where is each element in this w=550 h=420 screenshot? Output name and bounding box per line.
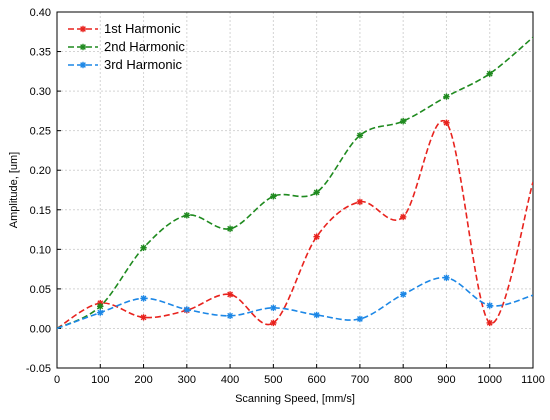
legend-marker [79, 61, 87, 69]
grid [56, 11, 534, 369]
data-point [486, 70, 493, 77]
data-point [140, 314, 147, 321]
data-point [313, 233, 320, 240]
data-point [97, 303, 104, 310]
x-tick-label: 700 [351, 374, 369, 386]
series-1 [57, 119, 533, 330]
data-point [140, 295, 147, 302]
data-point [226, 225, 234, 232]
legend-item: 2nd Harmonic [68, 39, 185, 54]
legend-label: 2nd Harmonic [104, 39, 185, 54]
data-point [226, 291, 234, 298]
x-axis-title: Scanning Speed, [mm/s] [235, 393, 355, 405]
x-tick-label: 900 [437, 374, 455, 386]
series-lines [57, 36, 533, 330]
data-point [313, 311, 320, 319]
data-point [270, 319, 277, 327]
y-tick-label: 0.20 [30, 165, 51, 177]
data-point [313, 189, 320, 196]
data-point [140, 244, 147, 251]
legend-item: 3rd Harmonic [68, 57, 183, 72]
data-point [97, 309, 104, 316]
y-tick-label: 0.10 [30, 244, 51, 256]
series-2 [57, 36, 533, 330]
y-tick-label: 0.05 [30, 284, 51, 296]
y-tick-label: 0.40 [30, 7, 51, 19]
legend-label: 3rd Harmonic [104, 57, 183, 72]
data-point [486, 319, 493, 327]
data-point [443, 274, 450, 282]
x-tick-label: 1100 [521, 374, 545, 386]
data-point [183, 212, 191, 219]
data-point [356, 198, 364, 206]
x-tick-label: 300 [178, 374, 196, 386]
legend-marker [79, 43, 87, 51]
series-line [57, 276, 533, 330]
legend-item: 1st Harmonic [68, 21, 181, 36]
data-point [399, 213, 407, 221]
x-tick-label: 500 [264, 374, 282, 386]
x-tick-label: 200 [134, 374, 152, 386]
x-tick-label: 100 [91, 374, 109, 386]
data-point [270, 304, 277, 312]
y-tick-label: 0.35 [30, 47, 51, 59]
legend: 1st Harmonic 2nd Harmonic 3rd Harmonic [68, 21, 185, 72]
x-tick-label: 600 [307, 374, 325, 386]
x-tick-label: 400 [221, 374, 239, 386]
axis-ticks: 0 100 200 300 400 500 600 700 800 900 1000 1100 -0.0… [26, 7, 545, 386]
x-tick-label: 800 [394, 374, 412, 386]
data-point [356, 132, 364, 139]
data-point [443, 93, 450, 100]
y-tick-label: 0.15 [30, 205, 51, 217]
data-point [399, 291, 407, 298]
y-tick-label: 0.00 [30, 323, 51, 335]
x-tick-label: 1000 [477, 374, 501, 386]
data-point [183, 306, 191, 313]
legend-label: 1st Harmonic [104, 21, 181, 36]
data-point [226, 312, 234, 319]
data-point [399, 117, 407, 125]
y-tick-label: 0.30 [30, 86, 51, 98]
series-line [57, 119, 533, 330]
y-axis-title: Amplitude, [um] [8, 152, 20, 228]
data-point [486, 302, 493, 309]
legend-marker [79, 25, 87, 33]
y-tick-label: -0.05 [26, 363, 51, 375]
data-point [443, 119, 450, 126]
data-point [356, 315, 364, 323]
series-3 [57, 274, 533, 330]
plot-frame [56, 11, 534, 369]
y-tick-label: 0.25 [30, 126, 51, 138]
x-tick-label: 0 [54, 374, 60, 386]
data-point [270, 193, 277, 200]
